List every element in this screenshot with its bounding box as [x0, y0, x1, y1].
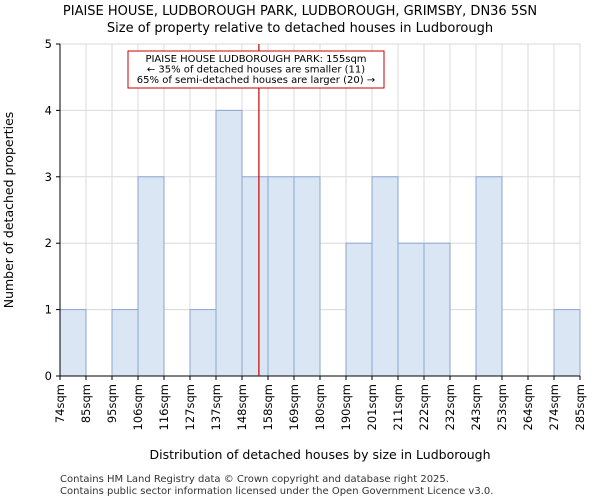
x-tick-label: 190sqm — [339, 384, 353, 430]
y-axis-title: Number of detached properties — [1, 112, 16, 309]
annotation-line: 65% of semi-detached houses are larger (… — [137, 75, 375, 86]
x-tick-label: 127sqm — [183, 384, 197, 430]
bar — [111, 309, 139, 377]
bar — [293, 176, 321, 377]
chart-subtitle: Size of property relative to detached ho… — [107, 21, 493, 36]
bar — [423, 242, 451, 377]
bar — [345, 242, 373, 377]
chart-title: PIAISE HOUSE, LUDBOROUGH PARK, LUDBOROUG… — [63, 4, 537, 19]
annotation-line: PIAISE HOUSE LUDBOROUGH PARK: 155sqm — [145, 54, 366, 65]
bar — [475, 176, 503, 377]
x-tick-label: 285sqm — [573, 384, 587, 430]
x-tick-label: 201sqm — [365, 384, 379, 430]
y-tick-label: 4 — [45, 103, 52, 117]
x-tick-label: 148sqm — [235, 384, 249, 430]
x-tick-label: 180sqm — [313, 384, 327, 430]
bar — [215, 109, 243, 377]
x-tick-label: 169sqm — [287, 384, 301, 430]
x-axis-title: Distribution of detached houses by size … — [149, 447, 490, 462]
bar — [59, 309, 87, 377]
x-tick-label: 85sqm — [79, 384, 93, 423]
x-tick-label: 264sqm — [521, 384, 535, 430]
x-tick-label: 106sqm — [131, 384, 145, 430]
annotation-line: ← 35% of detached houses are smaller (11… — [147, 65, 365, 76]
x-tick-label: 232sqm — [443, 384, 457, 430]
bar — [267, 176, 295, 377]
bar — [553, 309, 581, 377]
annotation-box — [127, 50, 385, 89]
footer-line-2: Contains public sector information licen… — [60, 486, 493, 497]
x-tick-label: 95sqm — [105, 384, 119, 423]
y-tick-label: 0 — [45, 369, 52, 383]
y-tick-label: 1 — [45, 303, 52, 317]
y-tick-label: 3 — [45, 170, 52, 184]
bar — [189, 309, 217, 377]
x-tick-label: 137sqm — [209, 384, 223, 430]
y-tick-label: 5 — [45, 37, 52, 51]
x-tick-label: 253sqm — [495, 384, 509, 430]
x-tick-label: 222sqm — [417, 384, 431, 430]
x-tick-label: 158sqm — [261, 384, 275, 430]
bar — [241, 176, 269, 377]
bar — [371, 176, 399, 377]
x-tick-label: 116sqm — [157, 384, 171, 430]
x-tick-label: 211sqm — [391, 384, 405, 430]
bar — [137, 176, 165, 377]
x-tick-label: 74sqm — [53, 384, 67, 423]
bar — [397, 242, 425, 377]
y-tick-label: 2 — [45, 236, 52, 250]
x-tick-label: 243sqm — [469, 384, 483, 430]
plot-area: 0 1 2 3 4 5 74sqm 85sqm 95sqm 106sqm 116sqm 127sqm 1… — [45, 37, 587, 430]
x-tick-label: 274sqm — [547, 384, 561, 430]
footer-line-1: Contains HM Land Registry data © Crown c… — [60, 474, 449, 485]
